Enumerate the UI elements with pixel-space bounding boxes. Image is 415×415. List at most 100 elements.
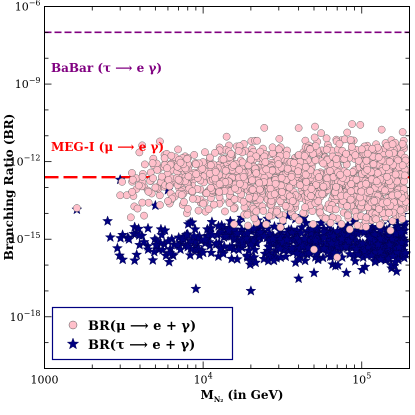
data-point-mu: [204, 205, 213, 214]
data-point-mu: [183, 155, 192, 163]
data-point-mu: [307, 185, 316, 193]
data-point-tau: [131, 249, 143, 260]
data-point-tau: [102, 215, 114, 226]
data-point-tau: [197, 246, 209, 258]
y-tick-label-exp: −12: [24, 154, 41, 163]
y-axis-title: Branching Ratio (BR): [2, 114, 16, 261]
data-point-mu: [363, 149, 372, 158]
x-tick-label-base: 1000: [31, 374, 59, 387]
data-point-mu: [271, 179, 280, 188]
data-point-tau: [267, 233, 279, 244]
data-point-mu: [211, 148, 219, 157]
x-axis-title-subscript: N₂: [214, 395, 223, 404]
data-point-tau: [384, 239, 396, 250]
data-point-mu: [201, 148, 209, 157]
data-point-tau: [295, 227, 307, 238]
data-point-mu: [167, 151, 176, 160]
x-tick-label-base: 10: [194, 374, 208, 387]
data-point-mu: [372, 215, 380, 224]
data-point-tau: [375, 253, 387, 265]
data-point-mu: [153, 166, 162, 174]
data-point-mu: [288, 197, 297, 205]
data-point-mu: [247, 155, 255, 164]
data-point-mu: [354, 156, 363, 165]
data-point-mu: [302, 178, 311, 186]
data-point-tau: [393, 241, 405, 252]
data-point-mu: [250, 214, 259, 223]
data-point-mu: [265, 212, 273, 221]
data-point-tau: [115, 232, 127, 243]
y-tick-label-base: 10: [10, 233, 24, 246]
data-point-tau: [111, 242, 123, 253]
data-point-mu: [255, 185, 264, 194]
plot-frame: [44, 6, 410, 369]
data-point-tau: [117, 253, 129, 265]
data-point-tau: [250, 256, 262, 268]
data-point-tau: [375, 224, 387, 235]
data-point-tau: [349, 255, 361, 266]
data-point-mu: [362, 156, 371, 165]
data-point-mu: [135, 148, 144, 157]
y-tick-label: 10−12: [10, 154, 41, 169]
data-point-mu: [385, 149, 394, 158]
data-point-tau: [343, 235, 355, 247]
data-point-tau: [310, 234, 322, 246]
data-point-mu: [375, 221, 384, 229]
data-point-mu: [176, 158, 185, 167]
data-point-tau: [357, 237, 368, 249]
data-point-mu: [348, 120, 356, 128]
data-point-mu: [333, 253, 342, 262]
data-point-mu: [270, 190, 279, 198]
data-point-mu: [296, 181, 304, 189]
data-point-tau: [241, 227, 253, 238]
data-point-mu: [279, 216, 287, 225]
data-point-tau: [156, 229, 168, 240]
data-point-mu: [356, 121, 365, 129]
data-point-mu: [309, 220, 317, 228]
data-point-mu: [326, 167, 334, 175]
x-tick-label: 104: [194, 372, 213, 387]
data-point-mu: [322, 134, 331, 143]
legend-marker-mu: [68, 320, 78, 330]
data-point-mu: [126, 213, 135, 222]
data-point-mu: [180, 198, 188, 206]
data-point-mu: [252, 169, 261, 177]
data-point-mu: [343, 202, 351, 210]
data-point-tau: [332, 259, 344, 270]
data-point-mu: [368, 144, 377, 153]
data-point-mu: [128, 175, 137, 184]
data-point-tau: [133, 229, 145, 241]
data-point-tau: [224, 215, 236, 226]
data-point-tau: [159, 224, 171, 236]
data-point-mu: [262, 220, 270, 229]
data-point-tau: [199, 233, 211, 245]
data-point-mu: [259, 207, 268, 215]
y-tick-label-base: 10: [15, 78, 29, 91]
data-point-mu: [138, 198, 147, 207]
y-tick-label-exp: −6: [29, 0, 41, 8]
data-point-mu: [398, 140, 407, 148]
data-point-mu: [230, 220, 238, 229]
x-axis-title-main: M: [201, 388, 214, 402]
data-point-mu: [295, 216, 303, 225]
data-point-tau: [104, 231, 116, 243]
data-point-mu: [394, 190, 402, 199]
data-point-mu: [300, 152, 309, 160]
data-point-tau: [205, 222, 217, 233]
data-point-mu: [229, 161, 238, 169]
data-point-mu: [221, 207, 229, 216]
data-point-tau: [164, 247, 176, 258]
data-point-mu: [363, 165, 372, 174]
babar-label: BaBar (τ ⟶ e γ): [51, 61, 162, 75]
data-point-tau: [217, 248, 229, 259]
data-point-mu: [375, 205, 383, 213]
data-point-mu: [253, 136, 262, 145]
data-point-mu: [128, 187, 136, 196]
data-point-mu: [272, 207, 281, 216]
data-point-tau: [138, 236, 150, 247]
data-point-mu: [285, 183, 294, 192]
data-point-mu: [332, 155, 341, 163]
legend-label-tau: BR(τ ⟶ e + γ): [88, 338, 195, 353]
data-point-mu: [347, 143, 356, 151]
data-point-mu: [206, 153, 214, 162]
